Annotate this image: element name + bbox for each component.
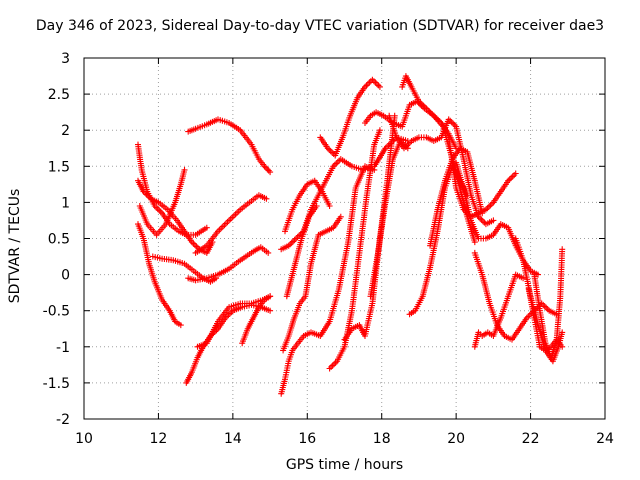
y-tick-label: 3 — [61, 51, 70, 67]
data-series-arc-19 — [326, 127, 383, 372]
y-axis-label: SDTVAR / TECUs — [7, 188, 23, 304]
data-points-arc-7 — [192, 192, 270, 256]
data-series-arc-7 — [192, 192, 270, 256]
y-tick-label: -1.5 — [43, 376, 70, 392]
data-series-arc-8 — [185, 244, 272, 284]
data-points-arc-11 — [239, 293, 274, 347]
data-points-arc-16 — [283, 203, 320, 300]
x-tick-label: 20 — [447, 431, 465, 447]
data-points-arc-24 — [406, 163, 471, 318]
data-series-arc-17 — [317, 76, 383, 159]
data-series-arc-28 — [471, 271, 527, 350]
y-tick-label: 0.5 — [48, 232, 70, 248]
x-tick-label: 12 — [150, 431, 168, 447]
y-tick-label: 1 — [61, 195, 70, 211]
data-series-arc-13 — [280, 213, 344, 354]
data-series-arc-9 — [183, 301, 274, 386]
data-series-arc-29 — [471, 249, 560, 343]
data-series-arc-25 — [427, 145, 486, 249]
data-points-arc-29 — [471, 249, 560, 343]
data-points-arc-25 — [427, 145, 486, 249]
x-tick-label: 16 — [298, 431, 316, 447]
y-tick-label: 2 — [61, 123, 70, 139]
data-points-arc-6 — [185, 116, 274, 176]
data-series-arc-16 — [283, 203, 320, 300]
x-tick-label: 24 — [596, 431, 614, 447]
data-series-arc-6 — [185, 116, 274, 176]
data-series-arc-3 — [135, 221, 184, 329]
data-series-arc-11 — [239, 293, 274, 347]
data-series-arc-4 — [136, 166, 188, 238]
y-tick-label: -2 — [56, 412, 70, 428]
x-axis-label: GPS time / hours — [285, 457, 404, 473]
data-series-arc-24 — [406, 163, 471, 318]
data-points-arc-31 — [531, 246, 566, 361]
data-points-arc-14 — [278, 163, 378, 397]
x-tick-label: 10 — [75, 431, 93, 447]
data-points-arc-13 — [280, 213, 344, 354]
y-tick-label: 0 — [61, 268, 70, 284]
x-tick-label: 14 — [224, 431, 242, 447]
data-points-arc-15 — [282, 177, 333, 235]
data-series-arc-31 — [531, 246, 566, 361]
data-series-arc-15 — [282, 177, 333, 235]
data-points-arc-32 — [525, 286, 566, 354]
data-series-arc-14 — [278, 163, 378, 397]
data-points-arc-2 — [135, 177, 216, 256]
data-points-arc-4 — [136, 166, 188, 238]
y-tick-label: -1 — [56, 340, 70, 356]
x-tick-label: 22 — [522, 431, 540, 447]
data-points-arc-17 — [317, 76, 383, 159]
y-tick-label: -0.5 — [43, 304, 70, 320]
data-points-arc-3 — [135, 221, 184, 329]
x-tick-label: 18 — [373, 431, 391, 447]
data-points-arc-9 — [183, 301, 274, 386]
data-series-arc-27 — [453, 159, 541, 278]
data-points-arc-21 — [367, 138, 411, 300]
y-tick-label: 1.5 — [48, 159, 70, 175]
data-series-arc-2 — [135, 177, 216, 256]
data-points-arc-8 — [185, 244, 272, 284]
data-points-arc-19 — [326, 127, 383, 372]
data-points-arc-28 — [471, 271, 527, 350]
chart-title: Day 346 of 2023, Sidereal Day-to-day VTE… — [35, 18, 605, 34]
data-points-arc-27 — [453, 159, 541, 278]
y-tick-label: 2.5 — [48, 87, 70, 103]
data-series-arc-32 — [525, 286, 566, 354]
data-series-arc-21 — [367, 138, 411, 300]
